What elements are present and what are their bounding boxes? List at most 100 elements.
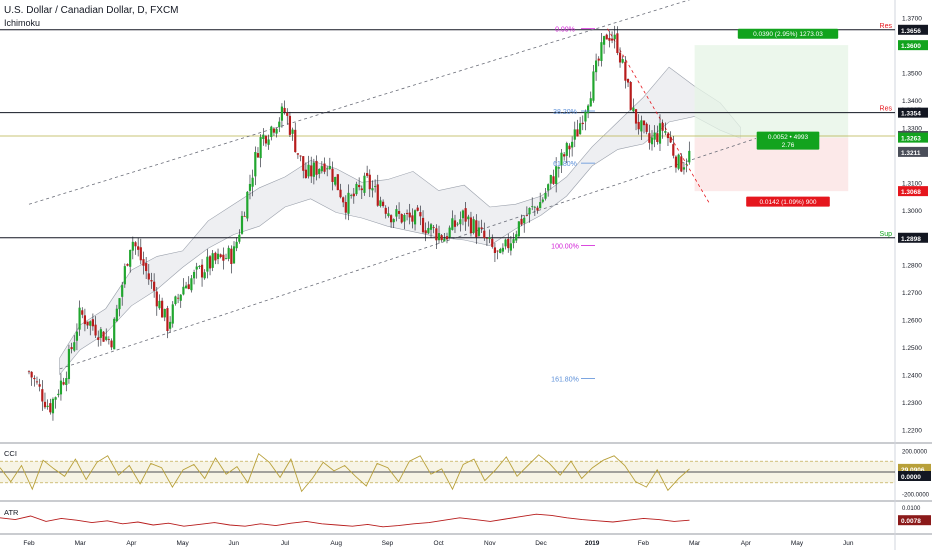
candle[interactable] [288,115,292,135]
candle[interactable] [573,129,576,140]
candle[interactable] [272,128,276,133]
candle[interactable] [153,281,156,291]
candle[interactable] [139,247,142,261]
candle[interactable] [552,176,555,184]
candle[interactable] [536,207,539,211]
candle[interactable] [331,168,334,182]
candle[interactable] [496,250,499,252]
candle[interactable] [376,184,379,206]
candles[interactable] [27,25,691,421]
candle[interactable] [86,321,89,326]
candle[interactable] [594,60,598,73]
candle[interactable] [358,185,361,188]
candle[interactable] [666,133,670,139]
candle[interactable] [320,166,323,172]
candle[interactable] [235,241,238,249]
candle[interactable] [384,207,387,214]
candle[interactable] [342,197,345,203]
candle[interactable] [392,219,395,223]
candle[interactable] [224,258,228,259]
candle[interactable] [557,167,560,169]
candle[interactable] [555,166,558,184]
candle[interactable] [134,242,137,247]
candle[interactable] [286,112,289,116]
candle[interactable] [83,315,87,325]
candle[interactable] [581,122,584,125]
candle[interactable] [432,226,435,228]
candle[interactable] [371,188,374,191]
candle[interactable] [155,291,158,307]
candle[interactable] [688,150,691,163]
candle[interactable] [437,233,441,241]
candle[interactable] [179,294,182,301]
candle[interactable] [408,212,411,218]
candle[interactable] [121,285,124,297]
candle[interactable] [203,272,206,279]
candle[interactable] [485,237,489,239]
candle[interactable] [115,308,118,322]
candle[interactable] [584,111,587,122]
candle[interactable] [270,126,273,138]
candle[interactable] [219,254,222,258]
candle[interactable] [176,297,180,299]
candle[interactable] [78,307,81,330]
candle[interactable] [403,214,406,222]
candle[interactable] [200,264,204,278]
candle[interactable] [629,81,632,110]
candle[interactable] [105,336,108,340]
candle[interactable] [57,393,60,396]
candle[interactable] [656,133,659,142]
candle[interactable] [43,401,47,408]
candle[interactable] [648,133,651,143]
candle[interactable] [323,163,326,172]
candle[interactable] [192,271,196,279]
candle[interactable] [75,331,79,341]
candle[interactable] [499,249,502,254]
candle[interactable] [456,223,459,225]
candle[interactable] [51,398,55,414]
candle[interactable] [355,183,358,195]
candle[interactable] [669,136,672,143]
candle[interactable] [642,120,646,126]
candle[interactable] [366,173,369,176]
candle[interactable] [318,169,321,175]
candle[interactable] [307,164,310,177]
candle[interactable] [459,219,462,225]
candle[interactable] [685,164,688,165]
candle[interactable] [640,120,643,132]
candle[interactable] [488,237,491,240]
candle[interactable] [664,131,667,133]
candle[interactable] [94,324,97,336]
candle[interactable] [280,106,284,121]
candle[interactable] [374,185,377,187]
candle[interactable] [97,337,100,340]
candle[interactable] [326,168,329,170]
candle[interactable] [310,165,313,177]
candle[interactable] [645,123,648,132]
candle[interactable] [472,219,475,233]
candle[interactable] [658,123,662,144]
candle[interactable] [163,308,166,318]
candle[interactable] [206,256,209,272]
candle[interactable] [461,210,465,219]
candle[interactable] [46,405,49,408]
candle[interactable] [592,71,595,101]
candle[interactable] [416,207,419,211]
candle[interactable] [347,192,350,214]
candle[interactable] [616,33,619,54]
candle[interactable] [304,169,307,178]
candle[interactable] [440,235,443,241]
candle[interactable] [600,42,603,61]
candle[interactable] [624,61,627,81]
candle[interactable] [597,58,600,61]
candle[interactable] [62,382,65,385]
candle[interactable] [198,265,201,268]
candle[interactable] [541,199,544,202]
candle[interactable] [38,384,41,387]
candle[interactable] [123,266,126,285]
candle[interactable] [563,154,566,157]
candle[interactable] [216,253,220,260]
candle[interactable] [411,215,414,222]
candle[interactable] [360,188,363,191]
candle[interactable] [363,175,366,193]
